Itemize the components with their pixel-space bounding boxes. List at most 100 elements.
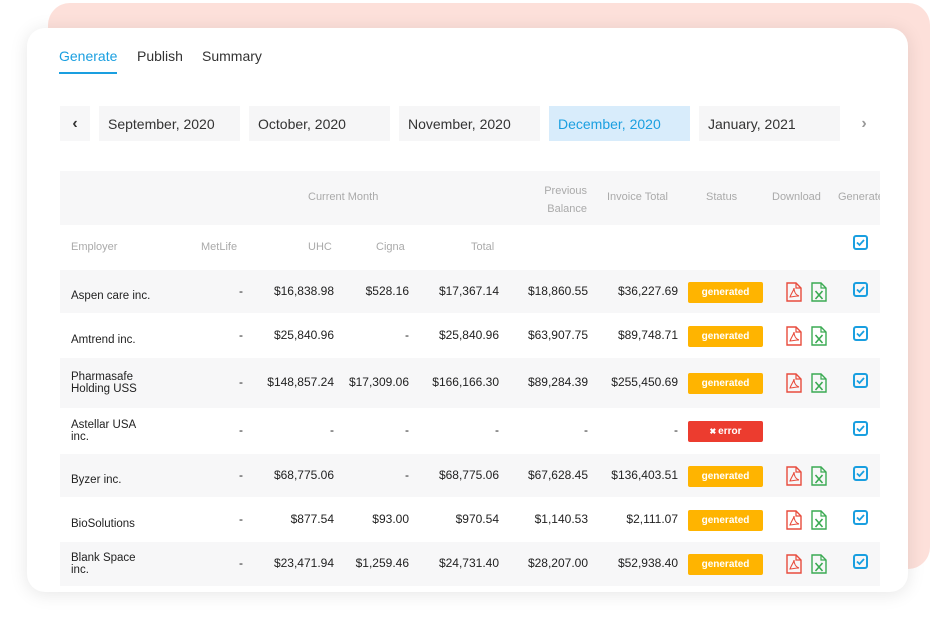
excel-file-icon[interactable]	[810, 325, 828, 346]
employer-name-line1: Amtrend inc.	[71, 333, 136, 346]
cell-total: $17,367.14	[438, 283, 499, 298]
checkbox-checked-icon	[856, 558, 865, 566]
header-uhc: UHC	[308, 241, 332, 253]
header-cigna: Cigna	[376, 241, 405, 253]
cell-previous-balance: $1,140.53	[534, 511, 588, 526]
cell-total: $970.54	[455, 511, 499, 526]
status-badge[interactable]: generated	[688, 281, 763, 303]
status-badge[interactable]: generated	[688, 554, 763, 575]
header-previous-balance-line2: Balance	[547, 203, 587, 215]
pdf-file-icon[interactable]	[785, 465, 803, 486]
pdf-file-icon[interactable]	[785, 281, 803, 302]
tab-publish[interactable]: Publish	[137, 48, 183, 64]
chevron-left-icon[interactable]: ‹	[60, 106, 90, 141]
table-row: Blank Space inc. - $23,471.94 $1,259.46 $24,7…	[60, 542, 880, 586]
table-row: Byzer inc. - $68,775.06 - $68,775.06 $67,628.…	[60, 454, 880, 497]
employer-name-line1: BioSolutions	[71, 517, 135, 530]
status-text: generated	[701, 470, 750, 482]
month-september-2020[interactable]: September, 2020	[99, 106, 240, 141]
month-october-2020[interactable]: October, 2020	[249, 106, 390, 141]
status-text: generated	[701, 378, 750, 389]
table-header-group: Current Month Previous Balance Invoice T…	[60, 171, 880, 225]
generate-checkbox[interactable]	[853, 373, 868, 388]
excel-file-icon[interactable]	[810, 554, 828, 574]
generate-checkbox[interactable]	[853, 554, 868, 569]
cell-invoice-total: $2,111.07	[626, 511, 678, 526]
employer-name: Aspen care inc.	[71, 290, 171, 302]
pdf-file-icon[interactable]	[785, 554, 803, 574]
select-all-checkbox[interactable]	[853, 235, 868, 250]
table-row: Astellar USA inc. - - - - - - ✖ error	[60, 409, 880, 453]
status-text: generated	[701, 559, 750, 570]
header-total: Total	[471, 241, 495, 253]
header-current-month: Current Month	[308, 191, 379, 203]
checkbox-checked-icon	[856, 285, 865, 293]
excel-file-icon[interactable]	[810, 465, 828, 486]
cell-cigna: $17,309.06	[348, 375, 409, 389]
pdf-file-icon[interactable]	[785, 373, 803, 393]
month-january-2021[interactable]: January, 2021	[699, 106, 840, 141]
cell-invoice-total: -	[674, 423, 678, 437]
employer-name-line2: inc.	[71, 564, 89, 576]
status-badge[interactable]: generated	[688, 373, 763, 394]
generate-checkbox[interactable]	[853, 421, 868, 436]
employer-name-line1: Astellar USA	[71, 419, 137, 431]
table-row: Amtrend inc. - $25,840.96 - $25,840.96 $63,90…	[60, 314, 880, 357]
cell-metlife: -	[239, 556, 243, 570]
header-status: Status	[706, 191, 738, 203]
generate-checkbox[interactable]	[853, 281, 868, 297]
cell-metlife: -	[239, 283, 243, 298]
checkbox-checked-icon	[856, 469, 865, 477]
cell-uhc: -	[330, 423, 334, 437]
cell-cigna: $93.00	[372, 511, 409, 526]
employer-name: Astellar USA inc.	[71, 419, 171, 443]
checkbox-checked-icon	[856, 239, 865, 247]
pdf-file-icon[interactable]	[785, 325, 803, 346]
cell-cigna: $1,259.46	[355, 556, 409, 570]
employer-name-line1: Byzer inc.	[71, 473, 122, 486]
tab-generate[interactable]: Generate	[59, 48, 118, 74]
cell-metlife: -	[239, 423, 243, 437]
cell-total: $68,775.06	[438, 467, 499, 482]
employer-name-line1: Blank Space	[71, 552, 136, 564]
cell-total: $24,731.40	[438, 556, 499, 570]
cell-previous-balance: $67,628.45	[527, 467, 588, 482]
employer-name: Byzer inc.	[71, 474, 171, 486]
status-badge[interactable]: ✖ error	[688, 421, 763, 442]
status-text: generated	[701, 286, 750, 298]
table-row: Pharmasafe Holding USS - $148,857.24 $17,309…	[60, 358, 880, 408]
month-november-2020[interactable]: November, 2020	[399, 106, 540, 141]
cell-invoice-total: $89,748.71	[617, 327, 678, 342]
status-badge[interactable]: generated	[688, 509, 763, 531]
cell-metlife: -	[239, 375, 243, 389]
status-text: generated	[701, 514, 750, 526]
generate-checkbox[interactable]	[853, 465, 868, 481]
cell-uhc: $68,775.06	[273, 467, 334, 482]
cell-previous-balance: $18,860.55	[527, 283, 588, 298]
month-december-2020[interactable]: December, 2020	[549, 106, 690, 141]
header-invoice-total: Invoice Total	[607, 191, 668, 203]
generate-checkbox[interactable]	[853, 325, 868, 341]
cell-uhc: $148,857.24	[267, 375, 334, 389]
checkbox-checked-icon	[856, 425, 865, 433]
cell-invoice-total: $136,403.51	[611, 467, 678, 482]
cell-previous-balance: $28,207.00	[527, 556, 588, 570]
table-header-columns: Employer MetLife UHC Cigna Total	[60, 225, 880, 270]
header-generate: Generate	[838, 191, 880, 203]
excel-file-icon[interactable]	[810, 373, 828, 393]
tab-summary[interactable]: Summary	[202, 48, 262, 64]
chevron-right-icon[interactable]: ›	[849, 106, 879, 141]
generate-checkbox[interactable]	[853, 509, 868, 525]
status-badge[interactable]: generated	[688, 325, 763, 347]
excel-file-icon[interactable]	[810, 509, 828, 530]
status-badge[interactable]: generated	[688, 465, 763, 487]
cell-cigna: -	[405, 327, 409, 342]
cell-cigna: -	[405, 467, 409, 482]
cell-uhc: $16,838.98	[273, 283, 334, 298]
employer-name: Blank Space inc.	[71, 552, 171, 576]
excel-file-icon[interactable]	[810, 281, 828, 302]
table-row: Aspen care inc. - $16,838.98 $528.16 $17,367…	[60, 270, 880, 313]
employer-name-line2: inc.	[71, 431, 89, 443]
pdf-file-icon[interactable]	[785, 509, 803, 530]
checkbox-checked-icon	[856, 377, 865, 385]
